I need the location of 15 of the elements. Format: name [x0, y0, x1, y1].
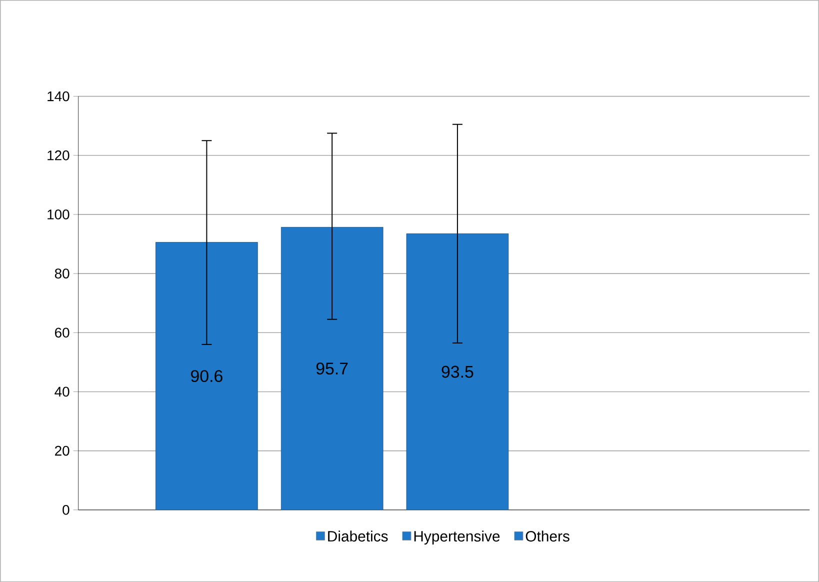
- y-tick-label: 40: [54, 386, 70, 397]
- data-label: 93.5: [442, 366, 474, 378]
- legend-label: Diabetics: [328, 530, 388, 542]
- legend-label: Others: [526, 530, 570, 542]
- legend-label: Hypertensive: [414, 530, 500, 544]
- y-tick-label: 120: [48, 150, 70, 160]
- data-label: 95.7: [316, 362, 348, 374]
- bar: [280, 226, 384, 510]
- y-tick-label: 140: [48, 91, 70, 102]
- y-tick-label: 0: [62, 504, 70, 515]
- y-tick-label: 60: [55, 328, 70, 338]
- y-tick-label: 20: [55, 446, 70, 456]
- y-tick-label: 80: [54, 268, 70, 278]
- y-tick-label: 100: [48, 209, 70, 220]
- data-label: 90.6: [191, 370, 222, 382]
